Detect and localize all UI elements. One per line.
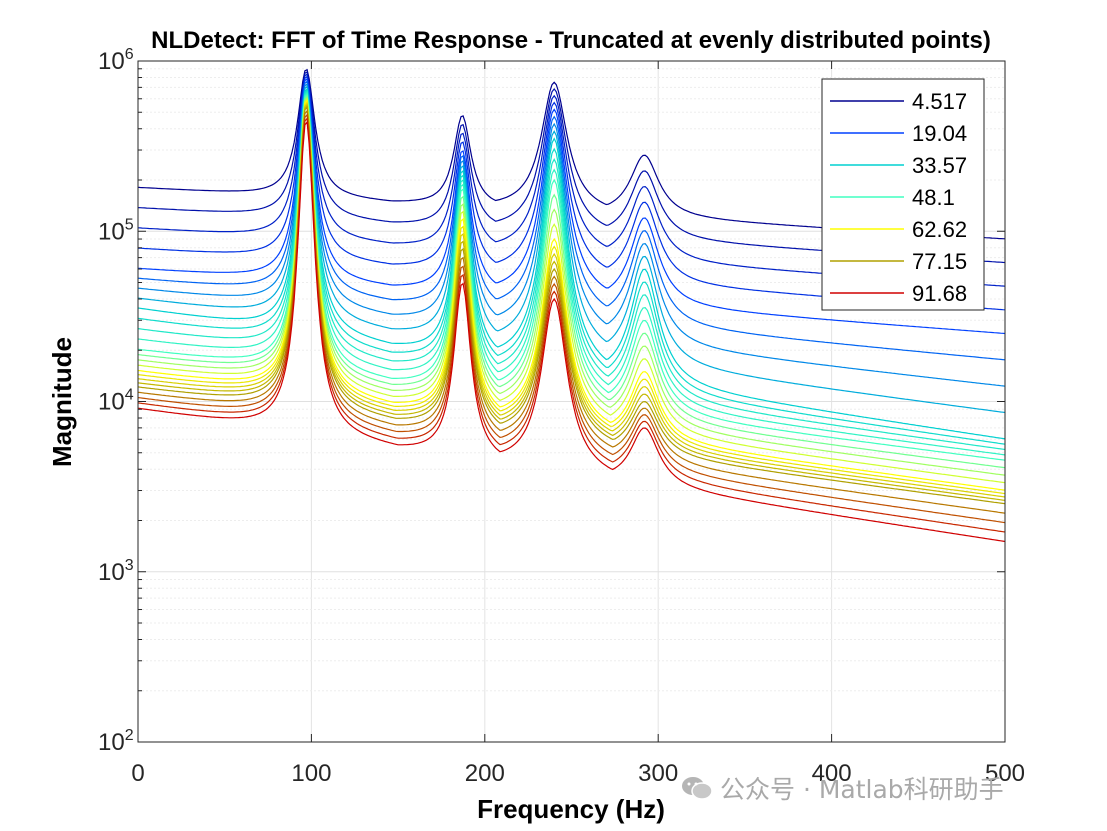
x-tick-label: 200 [465,760,505,787]
series-line [137,80,1006,361]
legend-label: 33.57 [912,153,967,178]
x-tick-label: 500 [985,760,1025,787]
x-axis-ticks: 0 100 200 300 400 500 [131,61,1025,787]
series-line [137,105,1006,505]
series-line [137,104,1006,501]
y-axis-ticks: 102 103 104 105 106 [98,46,1005,756]
series-line [137,117,1006,533]
series-line [137,82,1006,387]
legend-box [821,78,985,311]
legend-label: 77.15 [912,249,967,274]
series-line [137,85,1006,414]
watermark: 公众号 · Matlab科研助手 [680,770,1004,806]
x-axis-label: Frequency (Hz) [477,794,665,824]
legend-label: 48.1 [912,185,955,210]
legend-label: 4.517 [912,89,967,114]
y-tick-label: 103 [98,557,134,586]
x-tick-label: 300 [638,760,678,787]
series-line [137,102,1006,498]
series-line [137,90,1006,451]
series-line [137,109,1006,514]
legend-label: 62.62 [912,217,967,242]
y-tick-label: 105 [98,216,134,245]
series-line [137,91,1006,456]
series-line [137,97,1006,484]
y-tick-label: 104 [98,387,134,416]
series-line [137,93,1006,461]
curves [137,68,1006,543]
legend-label: 91.68 [912,281,967,306]
watermark-text: 公众号 · Matlab科研助手 [720,775,1004,804]
legend: 4.517 19.04 33.57 48.1 62.62 77.15 91.68 [821,78,985,311]
y-tick-label: 102 [98,727,134,756]
series-line [137,87,1006,440]
series-line [137,96,1006,476]
series-line [137,99,1006,491]
y-axis-label: Magnitude [47,337,77,467]
series-line [137,89,1006,445]
series-line [137,120,1006,543]
legend-label: 19.04 [912,121,967,146]
x-tick-label: 0 [131,760,144,787]
x-tick-label: 100 [291,760,331,787]
chart-title: NLDetect: FFT of Time Response - Truncat… [151,27,991,54]
series-line [137,94,1006,469]
wechat-icon [682,777,713,800]
x-tick-label: 400 [812,760,852,787]
y-tick-label: 106 [98,46,134,75]
series-line [137,113,1006,524]
series-line [137,100,1006,495]
series-line [137,77,1006,335]
